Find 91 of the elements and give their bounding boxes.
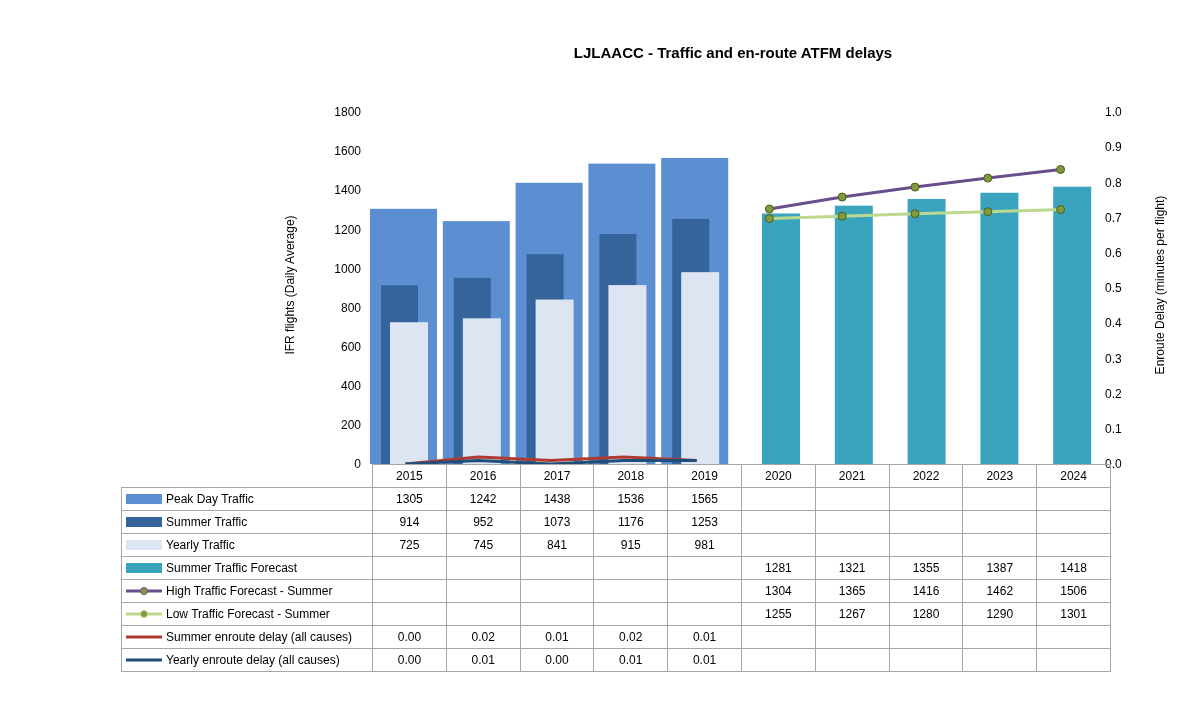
x-tick-label: 2018	[593, 464, 668, 488]
y2-tick-label: 0.5	[1105, 281, 1123, 296]
y-tick-label: 1400	[334, 183, 362, 198]
data-label: 1305	[372, 487, 447, 511]
data-label: 1365	[815, 579, 890, 603]
x-tick-label: 2020	[741, 464, 816, 488]
chart-title: LJLAACC - Traffic and en-route ATFM delays	[572, 44, 894, 61]
data-label: 0.02	[446, 625, 521, 649]
data-label: 981	[667, 533, 742, 557]
y2-tick-label: 0.4	[1105, 316, 1123, 331]
data-label: 0.00	[372, 648, 447, 672]
legend-label: Low Traffic Forecast - Summer	[166, 606, 330, 621]
data-label: 0.00	[520, 648, 594, 672]
y2-tick-label: 0.2	[1105, 386, 1123, 401]
x-tick-label: 2015	[372, 464, 447, 488]
data-label: 1280	[889, 602, 963, 626]
y-tick-label: 400	[340, 379, 362, 394]
bar	[390, 322, 428, 464]
data-label: 0.01	[446, 648, 521, 672]
legend-label: Summer enroute delay (all causes)	[166, 629, 353, 644]
data-label: 1506	[1036, 579, 1111, 603]
data-label: 1281	[741, 556, 816, 580]
legend-label: Summer Traffic Forecast	[166, 560, 298, 575]
bar	[535, 299, 574, 464]
data-label: 725	[372, 533, 447, 557]
x-tick-label: 2017	[520, 464, 594, 488]
data-label: 914	[372, 510, 447, 534]
x-tick-label: 2021	[815, 464, 890, 488]
data-label: 745	[446, 533, 521, 557]
bar	[834, 205, 873, 464]
data-label: 1255	[741, 602, 816, 626]
data-label: 1301	[1036, 602, 1111, 626]
data-label: 1267	[815, 602, 890, 626]
data-label: 0.00	[372, 625, 447, 649]
bar	[462, 318, 501, 464]
data-label: 952	[446, 510, 521, 534]
bar	[608, 285, 647, 464]
data-label: 1387	[962, 556, 1037, 580]
y2-tick-label: 0.1	[1105, 422, 1123, 437]
y-tick-label: 1600	[334, 144, 362, 159]
x-tick-label: 2022	[889, 464, 963, 488]
data-label: 1073	[520, 510, 594, 534]
bar	[980, 192, 1019, 464]
y-tick-label: 1000	[334, 261, 362, 276]
data-label: 1321	[815, 556, 890, 580]
data-label: 841	[520, 533, 594, 557]
data-label: 0.01	[593, 648, 668, 672]
data-label: 1462	[962, 579, 1037, 603]
x-tick-label: 2023	[962, 464, 1037, 488]
data-label: 1253	[667, 510, 742, 534]
y2-axis-title: Enroute Delay (minutes per flight)	[1153, 194, 1167, 377]
y2-tick-label: 0.8	[1105, 175, 1123, 190]
bar	[762, 213, 800, 464]
data-label: 0.01	[667, 648, 742, 672]
bar	[1053, 186, 1092, 464]
data-label: 1536	[593, 487, 668, 511]
data-label: 1176	[593, 510, 668, 534]
data-label: 1304	[741, 579, 816, 603]
legend-label: Yearly enroute delay (all causes)	[166, 652, 340, 667]
x-tick-label: 2016	[446, 464, 521, 488]
data-label: 1416	[889, 579, 963, 603]
data-label: 0.02	[593, 625, 668, 649]
legend-label: High Traffic Forecast - Summer	[166, 583, 333, 598]
data-label: 1438	[520, 487, 594, 511]
x-tick-label: 2019	[667, 464, 742, 488]
y2-tick-label: 0.3	[1105, 351, 1123, 366]
bar	[681, 272, 720, 464]
legend-label: Summer Traffic	[166, 514, 248, 529]
y2-tick-label: 0.6	[1105, 246, 1123, 261]
data-label: 0.01	[667, 625, 742, 649]
x-tick-label: 2024	[1060, 469, 1087, 483]
data-label: 915	[593, 533, 668, 557]
y-axis-title: IFR flights (Daily Average)	[283, 214, 297, 357]
y-tick-label: 600	[340, 339, 362, 354]
data-label: 1418	[1036, 556, 1111, 580]
y-tick-label: 1800	[334, 105, 362, 120]
y-tick-label: 200	[340, 418, 362, 433]
y-tick-label: 1200	[334, 222, 362, 237]
bar	[907, 199, 946, 464]
y2-tick-label: 0.9	[1105, 140, 1123, 155]
data-label: 1565	[667, 487, 742, 511]
y2-tick-label: 1.0	[1105, 105, 1123, 120]
data-label: 1242	[446, 487, 521, 511]
data-label: 1355	[889, 556, 963, 580]
legend-label: Yearly Traffic	[166, 537, 235, 552]
y-tick-label: 800	[340, 300, 362, 315]
legend-label: Peak Day Traffic	[166, 491, 254, 506]
y2-tick-label: 0.7	[1105, 210, 1123, 225]
data-label: 0.01	[520, 625, 594, 649]
y-tick-label: 0	[354, 457, 362, 472]
data-label: 1290	[962, 602, 1037, 626]
